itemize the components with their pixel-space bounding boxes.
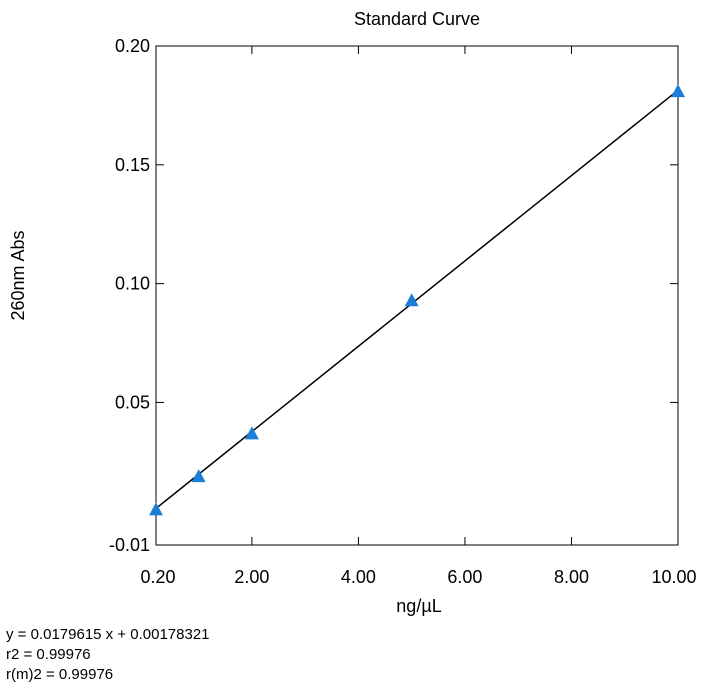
y-tick-label: 0.05 <box>115 392 150 412</box>
plot-frame <box>155 45 679 546</box>
r-squared: r2 = 0.99976 <box>6 646 91 663</box>
x-tick-label: 2.00 <box>234 567 269 587</box>
standard-curve-chart: 0.20 2.00 4.00 6.00 8.00 10.00 -0.01 0.05 0.10 0.… <box>8 9 697 616</box>
rm-squared: r(m)2 = 0.99976 <box>6 666 114 683</box>
y-tick-label: 0.15 <box>115 155 150 175</box>
data-point <box>149 502 163 516</box>
x-tick-label: 4.00 <box>341 567 376 587</box>
regression-line <box>155 89 679 510</box>
data-point <box>671 84 685 98</box>
regression-stats: y = 0.0179615 x + 0.00178321 r2 = 0.9997… <box>6 625 210 685</box>
data-point <box>244 426 259 440</box>
y-tick-label: 0.20 <box>115 36 150 56</box>
chart-title: Standard Curve <box>354 9 480 29</box>
data-point <box>191 469 206 483</box>
regression-equation: y = 0.0179615 x + 0.00178321 <box>6 626 210 643</box>
x-tick-label: 0.20 <box>140 567 175 587</box>
x-tick-label: 6.00 <box>447 567 482 587</box>
y-tick-label: 0.10 <box>115 274 150 294</box>
y-tick-label: -0.01 <box>109 535 150 555</box>
y-axis-label: 260nm Abs <box>8 230 28 320</box>
x-axis-label: ng/µL <box>396 596 441 616</box>
x-tick-label: 10.00 <box>651 567 696 587</box>
data-point <box>404 293 419 307</box>
x-tick-label: 8.00 <box>554 567 589 587</box>
